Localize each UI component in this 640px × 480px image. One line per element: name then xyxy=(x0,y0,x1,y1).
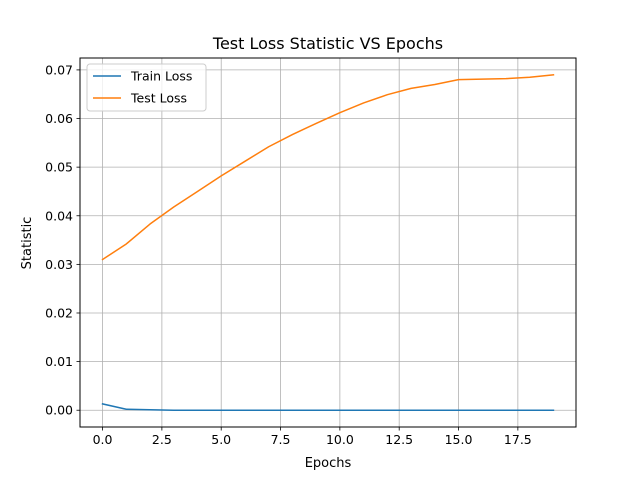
x-tick-label: 2.5 xyxy=(152,432,172,447)
series-layer xyxy=(101,73,555,411)
x-tick-label: 10.0 xyxy=(326,432,354,447)
y-axis-label: Statistic xyxy=(20,217,35,270)
y-axis: 0.00 0.01 0.02 0.03 0.04 0.05 0.06 0.07 xyxy=(45,62,80,418)
x-tick-label: 12.5 xyxy=(385,432,413,447)
x-axis-label: Epochs xyxy=(305,456,352,471)
y-tick-label: 0.05 xyxy=(45,160,73,175)
chart-title: Test Loss Statistic VS Epochs xyxy=(212,34,443,53)
y-tick-label: 0.00 xyxy=(45,403,73,418)
y-tick-label: 0.04 xyxy=(45,208,73,223)
series-line-train-loss xyxy=(101,403,555,411)
x-tick-label: 7.5 xyxy=(271,432,291,447)
series-line-test-loss xyxy=(101,73,555,261)
x-tick-label: 5.0 xyxy=(211,432,231,447)
legend: Train Loss Test Loss xyxy=(86,63,207,112)
legend-label-test-loss: Test Loss xyxy=(130,91,187,106)
x-tick-label: 0.0 xyxy=(93,432,113,447)
y-tick-label: 0.01 xyxy=(45,354,73,369)
y-tick-label: 0.02 xyxy=(45,305,73,320)
x-axis: 0.0 2.5 5.0 7.5 10.0 12.5 15.0 17.5 xyxy=(93,427,532,447)
plot-frame xyxy=(79,57,577,428)
y-tick-label: 0.03 xyxy=(45,257,73,272)
y-tick-label: 0.06 xyxy=(45,111,73,126)
x-tick-label: 17.5 xyxy=(504,432,532,447)
legend-label-train-loss: Train Loss xyxy=(130,69,192,84)
x-tick-label: 15.0 xyxy=(445,432,473,447)
y-tick-label: 0.07 xyxy=(45,62,73,77)
